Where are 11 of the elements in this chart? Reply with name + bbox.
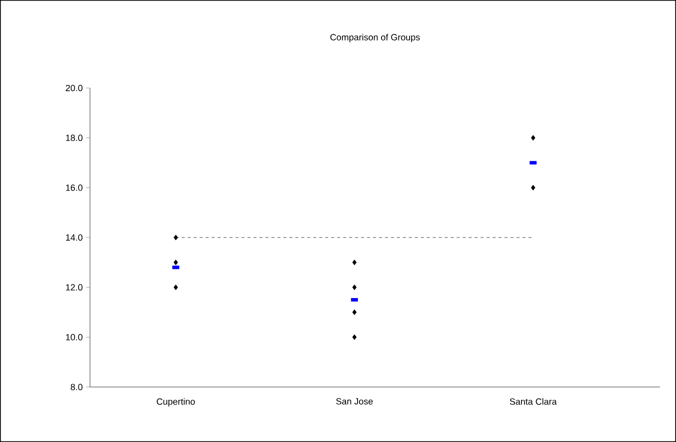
y-tick-label: 10.0 — [66, 334, 82, 340]
x-tick-label: San Jose — [336, 398, 373, 405]
y-tick-label: 20.0 — [66, 84, 82, 92]
y-tick-label: 16.0 — [66, 184, 82, 191]
x-tick-label: Santa Clara — [510, 398, 557, 405]
y-tick-label: 8.0 — [70, 384, 82, 390]
y-tick-label: 12.0 — [66, 284, 82, 291]
chart-title: Comparison of Groups — [330, 34, 420, 42]
y-tick-label: 14.0 — [66, 234, 82, 241]
x-tick-label: Cupertino — [156, 398, 195, 407]
y-tick-label: 18.0 — [66, 134, 82, 142]
